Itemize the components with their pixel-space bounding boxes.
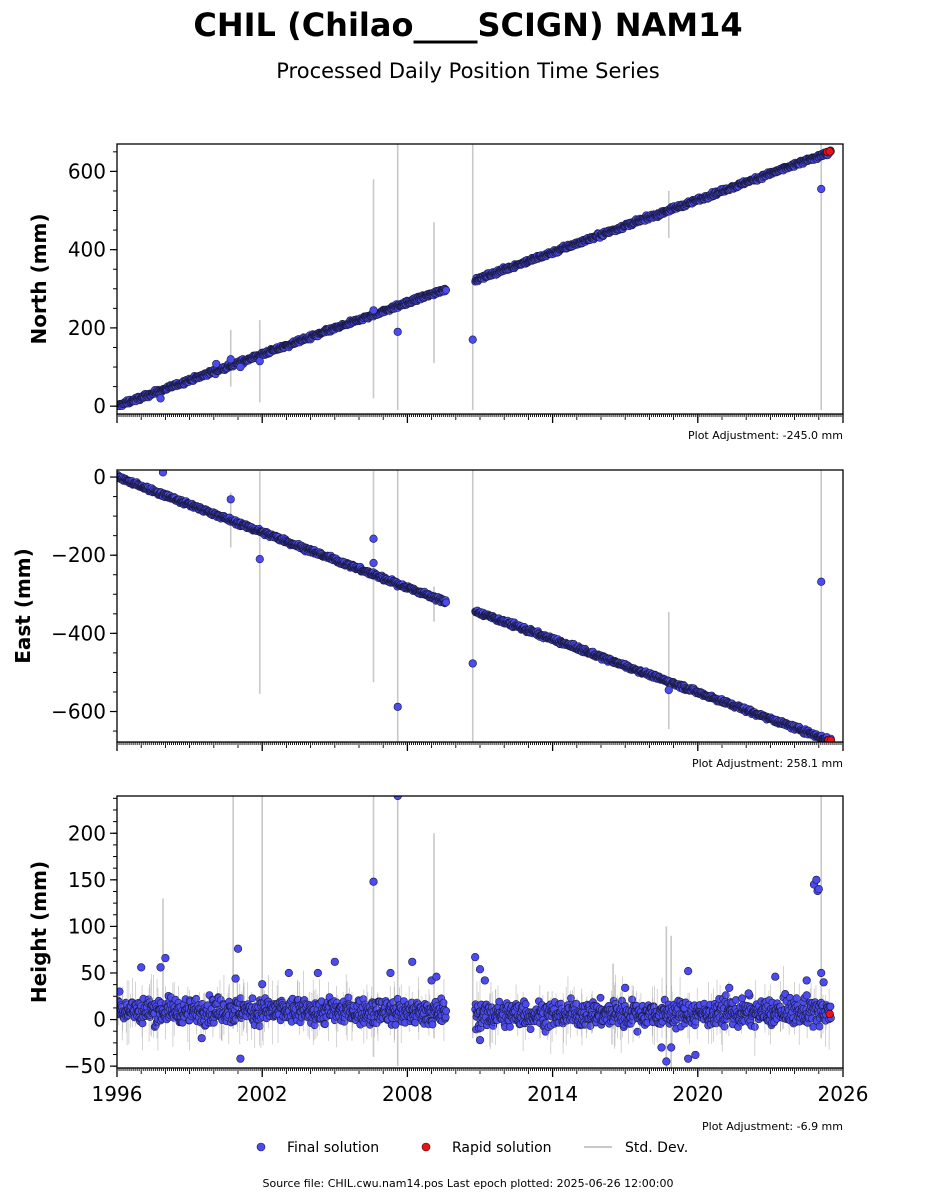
height-final-point <box>344 993 353 1002</box>
east-outlier-point <box>369 558 378 568</box>
height-final-point <box>138 1019 147 1028</box>
north-ytick-label: 200 <box>68 316 106 340</box>
east-outlier-point <box>468 659 477 668</box>
east-plot-adjustment: Plot Adjustment: 258.1 mm <box>692 757 843 770</box>
north-ytick-label: 400 <box>68 238 106 262</box>
east-final-point <box>442 598 450 607</box>
east-final-points <box>117 471 835 742</box>
height-final-points <box>117 965 835 1057</box>
east-outlier-point <box>226 495 235 504</box>
north-outlier-point <box>226 355 235 364</box>
east-outlier-point <box>393 702 402 711</box>
north-outlier-point <box>236 362 245 372</box>
east-outlier-point <box>369 534 378 543</box>
height-final-point <box>248 994 257 1003</box>
north-ytick-label: 600 <box>68 159 106 183</box>
north-outlier-point <box>369 306 378 315</box>
north-outlier-point <box>468 335 477 344</box>
north-outlier-point <box>393 327 402 336</box>
north-outlier-point <box>817 184 826 194</box>
east-ytick-label: −600 <box>51 700 106 724</box>
north-outlier-point <box>255 357 264 366</box>
chart-title: CHIL (Chilao____SCIGN) NAM14 <box>193 6 742 44</box>
panel-east: 0 −200 −400 −600 East (mm) Plot Adjustment: 2… <box>11 465 844 770</box>
north-final-point <box>442 286 450 295</box>
east-plot-area <box>117 470 835 742</box>
north-rapid-point <box>825 147 834 156</box>
panels: 0 200 400 600 North (mm) Plot Adjustment: -24… <box>11 143 868 1133</box>
north-ylabel: North (mm) <box>27 213 51 344</box>
height-plot-area <box>117 796 835 1068</box>
east-ytick-label: −400 <box>51 621 106 645</box>
east-outlier-point <box>255 555 264 564</box>
east-ytick-label: −200 <box>51 543 106 567</box>
east-outlier-point <box>817 577 826 586</box>
north-final-points <box>117 146 835 411</box>
north-outlier-point <box>212 359 221 369</box>
panel-north: 0 200 400 600 North (mm) Plot Adjustment: -24… <box>27 143 844 442</box>
chart-subtitle: Processed Daily Position Time Series <box>276 59 660 83</box>
north-ytick-label: 0 <box>93 394 106 418</box>
height-final-point <box>321 1020 329 1029</box>
east-ylabel: East (mm) <box>11 548 35 664</box>
north-plot-adjustment: Plot Adjustment: -245.0 mm <box>688 429 843 442</box>
height-final-point <box>255 1022 264 1031</box>
north-plot-area <box>117 144 835 411</box>
east-ytick-label: 0 <box>93 465 106 489</box>
north-outlier-point <box>156 394 165 403</box>
east-outlier-point <box>664 685 673 695</box>
